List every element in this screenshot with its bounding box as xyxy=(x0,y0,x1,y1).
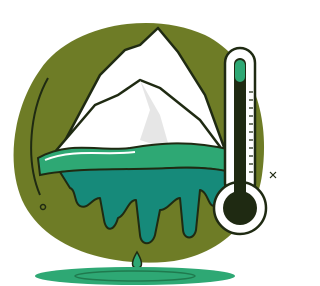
sparkle xyxy=(270,172,276,178)
puddle xyxy=(35,267,235,285)
illustration xyxy=(0,0,285,286)
dot xyxy=(222,255,230,263)
thermometer-bulb xyxy=(223,191,257,225)
thermometer-top xyxy=(235,60,245,82)
